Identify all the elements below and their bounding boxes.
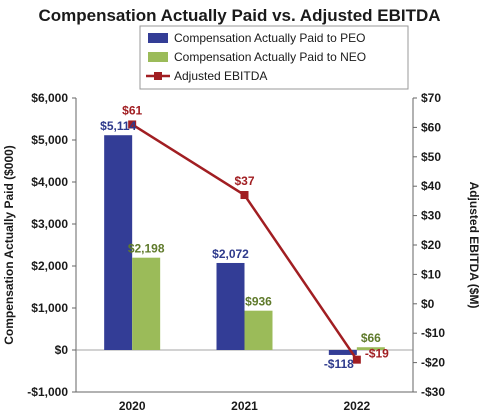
data-label-neo: $936 bbox=[245, 295, 272, 309]
legend-label-peo: Compensation Actually Paid to PEO bbox=[174, 31, 365, 45]
left-tick-label: $3,000 bbox=[31, 217, 68, 231]
bar-neo bbox=[356, 347, 385, 350]
left-tick-label: $6,000 bbox=[31, 91, 68, 105]
right-tick-label: $20 bbox=[421, 238, 441, 252]
data-label-ebitda: $37 bbox=[234, 174, 254, 188]
bar-neo bbox=[132, 257, 161, 350]
right-tick-label: $70 bbox=[421, 91, 441, 105]
right-tick-label: $0 bbox=[421, 297, 435, 311]
right-tick-label: $30 bbox=[421, 209, 441, 223]
data-label-ebitda: -$19 bbox=[365, 347, 389, 361]
axes: -$1,000 $0 $1,000 $2,000 $3,000 $4,000 $5,000 $… bbox=[2, 91, 479, 413]
legend-label-neo: Compensation Actually Paid to NEO bbox=[174, 50, 366, 64]
right-tick-label: -$20 bbox=[421, 356, 445, 370]
right-tick-label: $50 bbox=[421, 150, 441, 164]
data-label-neo: $66 bbox=[361, 331, 381, 345]
legend-swatch-peo bbox=[148, 33, 168, 43]
right-axis-title: Adjusted EBITDA ($M) bbox=[467, 182, 479, 309]
ebitda-marker bbox=[128, 120, 137, 129]
left-tick-label: $4,000 bbox=[31, 175, 68, 189]
right-tick-label: $10 bbox=[421, 267, 441, 281]
left-tick-label: $1,000 bbox=[31, 301, 68, 315]
data-label-neo: $2,198 bbox=[128, 242, 165, 256]
right-tick-label: $40 bbox=[421, 179, 441, 193]
data-label-peo: -$118 bbox=[324, 357, 354, 371]
left-tick-label: $0 bbox=[55, 343, 69, 357]
data-labels: $5,114 $2,198 $2,072 $936 -$118 $66 $61 $37 -$19 bbox=[100, 103, 389, 370]
bars bbox=[104, 135, 385, 355]
legend-label-ebitda: Adjusted EBITDA bbox=[174, 69, 267, 83]
left-tick-label: $5,000 bbox=[31, 133, 68, 147]
legend-box bbox=[139, 25, 409, 90]
legend: Compensation Actually Paid to PEO Compens… bbox=[139, 25, 409, 90]
right-tick-label: -$10 bbox=[421, 326, 445, 340]
ebitda-marker bbox=[352, 355, 361, 364]
legend-swatch-neo bbox=[148, 52, 168, 62]
bar-peo bbox=[104, 135, 133, 350]
right-tick-label: $60 bbox=[421, 120, 441, 134]
data-label-ebitda: $61 bbox=[122, 103, 142, 117]
x-tick-label: 2021 bbox=[231, 399, 258, 413]
bar-peo bbox=[328, 350, 357, 355]
left-axis-title: Compensation Actually Paid ($000) bbox=[2, 145, 16, 345]
ebitda-marker bbox=[240, 191, 249, 200]
bar-peo bbox=[216, 262, 245, 350]
left-tick-label: -$1,000 bbox=[27, 385, 68, 399]
x-tick-label: 2022 bbox=[343, 399, 370, 413]
left-tick-label: $2,000 bbox=[31, 259, 68, 273]
data-label-peo: $5,114 bbox=[100, 119, 136, 133]
chart-title: Compensation Actually Paid vs. Adjusted … bbox=[38, 6, 440, 25]
x-tick-label: 2020 bbox=[119, 399, 146, 413]
ebitda-line-group bbox=[128, 120, 361, 364]
right-tick-label: -$30 bbox=[421, 385, 445, 399]
legend-marker-ebitda bbox=[154, 72, 162, 80]
bar-neo bbox=[244, 310, 273, 350]
data-label-peo: $2,072 bbox=[212, 247, 249, 261]
